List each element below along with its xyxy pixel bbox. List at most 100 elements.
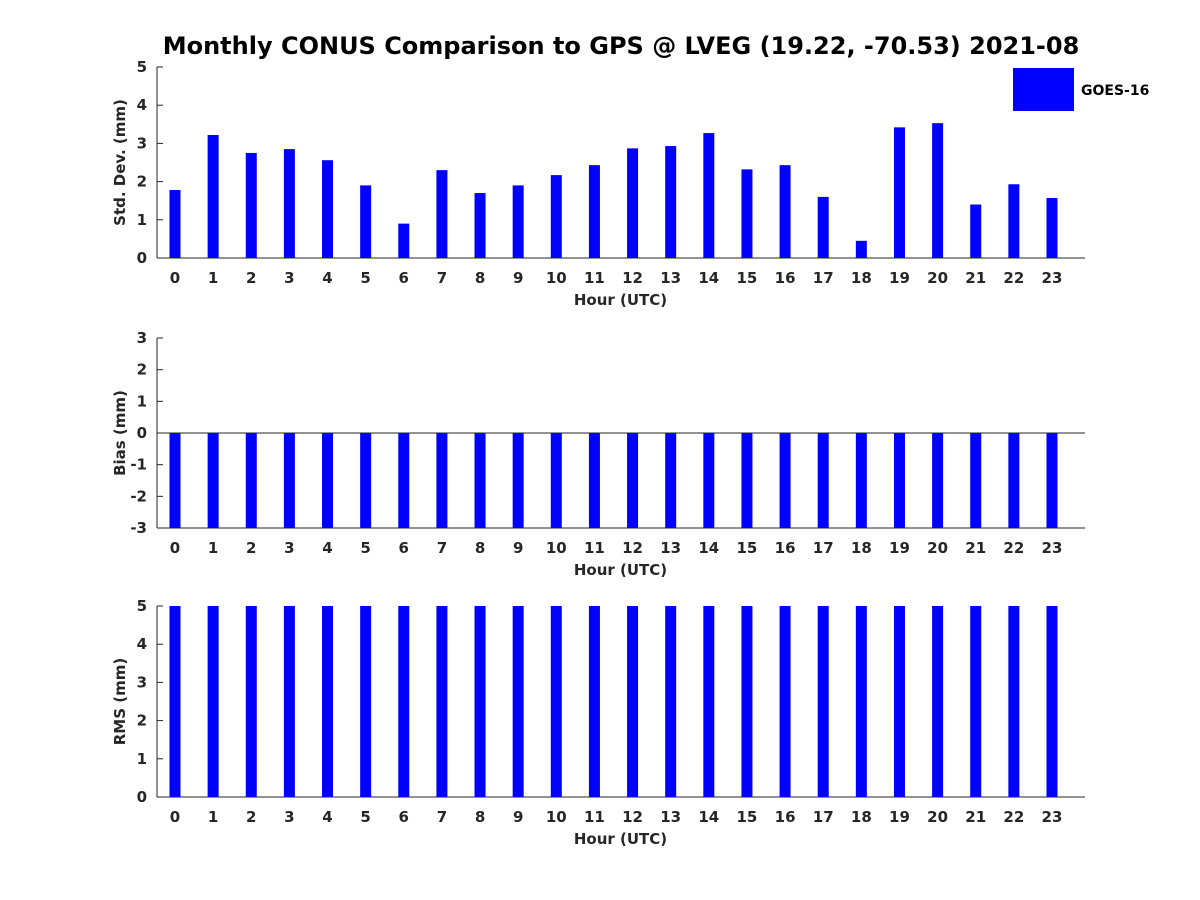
x-tick-label: 9 bbox=[513, 539, 523, 557]
x-tick-label: 18 bbox=[851, 539, 872, 557]
y-tick-label: 2 bbox=[137, 173, 147, 191]
x-tick-label: 15 bbox=[737, 539, 758, 557]
y-tick-label: 0 bbox=[137, 249, 147, 267]
x-tick-label: 0 bbox=[170, 269, 180, 287]
bar-hour-17 bbox=[817, 433, 829, 528]
x-tick-label: 23 bbox=[1042, 269, 1063, 287]
y-axis-label: Bias (mm) bbox=[111, 390, 129, 476]
x-tick-label: 15 bbox=[737, 269, 758, 287]
x-tick-label: 19 bbox=[889, 269, 910, 287]
x-tick-label: 7 bbox=[437, 539, 447, 557]
bar-hour-2 bbox=[245, 152, 257, 258]
y-tick-label: 1 bbox=[137, 750, 147, 768]
x-tick-label: 6 bbox=[399, 269, 409, 287]
x-tick-label: 21 bbox=[965, 269, 986, 287]
y-tick-label: 4 bbox=[137, 635, 147, 653]
x-tick-label: 7 bbox=[437, 808, 447, 826]
y-tick-label: 0 bbox=[137, 424, 147, 442]
y-tick-label: -2 bbox=[130, 487, 147, 505]
x-tick-label: 13 bbox=[660, 539, 681, 557]
y-tick-label: 3 bbox=[137, 134, 147, 152]
x-tick-label: 0 bbox=[170, 808, 180, 826]
bar-hour-17 bbox=[817, 196, 829, 258]
x-tick-label: 4 bbox=[322, 808, 332, 826]
x-tick-label: 11 bbox=[584, 539, 605, 557]
y-tick-label: 5 bbox=[137, 58, 147, 76]
bar-hour-1 bbox=[207, 134, 219, 258]
bar-hour-23 bbox=[1046, 606, 1058, 797]
bar-hour-16 bbox=[779, 165, 791, 258]
bar-hour-8 bbox=[474, 193, 486, 258]
y-tick-label: 4 bbox=[137, 96, 147, 114]
x-tick-label: 13 bbox=[660, 269, 681, 287]
x-tick-label: 7 bbox=[437, 269, 447, 287]
bar-hour-21 bbox=[970, 204, 982, 258]
bar-hour-7 bbox=[436, 433, 448, 528]
y-tick-label: -1 bbox=[130, 456, 147, 474]
bar-hour-13 bbox=[665, 433, 677, 528]
bar-hour-3 bbox=[283, 149, 295, 258]
bar-hour-3 bbox=[283, 606, 295, 797]
bar-hour-11 bbox=[588, 606, 600, 797]
y-tick-label: 2 bbox=[137, 361, 147, 379]
x-tick-label: 22 bbox=[1003, 539, 1024, 557]
x-tick-label: 18 bbox=[851, 808, 872, 826]
x-tick-label: 17 bbox=[813, 269, 834, 287]
bar-hour-18 bbox=[855, 433, 867, 528]
bar-hour-20 bbox=[932, 123, 944, 259]
bar-hour-15 bbox=[741, 169, 753, 258]
x-tick-label: 5 bbox=[360, 808, 370, 826]
bar-hour-2 bbox=[245, 433, 257, 528]
bar-hour-19 bbox=[893, 127, 905, 258]
bar-hour-22 bbox=[1008, 184, 1020, 258]
bar-hour-12 bbox=[627, 148, 639, 258]
x-tick-label: 19 bbox=[889, 808, 910, 826]
bar-hour-23 bbox=[1046, 198, 1058, 258]
x-axis-label: Hour (UTC) bbox=[574, 561, 667, 579]
x-tick-label: 11 bbox=[584, 808, 605, 826]
bar-hour-9 bbox=[512, 185, 524, 258]
bar-hour-15 bbox=[741, 606, 753, 797]
x-tick-label: 14 bbox=[698, 539, 719, 557]
x-tick-label: 16 bbox=[775, 808, 796, 826]
x-tick-label: 16 bbox=[775, 269, 796, 287]
x-tick-label: 19 bbox=[889, 539, 910, 557]
x-tick-label: 3 bbox=[284, 539, 294, 557]
x-tick-label: 10 bbox=[546, 539, 567, 557]
x-tick-label: 8 bbox=[475, 269, 485, 287]
bar-hour-23 bbox=[1046, 433, 1058, 528]
x-tick-label: 17 bbox=[813, 539, 834, 557]
x-tick-label: 10 bbox=[546, 269, 567, 287]
x-tick-label: 9 bbox=[513, 808, 523, 826]
bar-hour-8 bbox=[474, 433, 486, 528]
bar-hour-4 bbox=[322, 433, 334, 528]
legend: GOES-16 bbox=[1013, 68, 1149, 111]
bar-hour-19 bbox=[893, 606, 905, 797]
bar-hour-10 bbox=[550, 433, 562, 528]
x-axis-label: Hour (UTC) bbox=[574, 291, 667, 309]
x-tick-label: 20 bbox=[927, 808, 948, 826]
bar-hour-5 bbox=[360, 185, 372, 258]
bar-hour-14 bbox=[703, 606, 715, 797]
x-tick-label: 1 bbox=[208, 808, 218, 826]
x-tick-label: 8 bbox=[475, 539, 485, 557]
x-tick-label: 0 bbox=[170, 539, 180, 557]
x-tick-label: 20 bbox=[927, 269, 948, 287]
bar-hour-0 bbox=[169, 606, 181, 797]
x-tick-label: 21 bbox=[965, 808, 986, 826]
x-tick-label: 17 bbox=[813, 808, 834, 826]
bar-hour-6 bbox=[398, 433, 410, 528]
x-tick-label: 11 bbox=[584, 269, 605, 287]
x-tick-label: 20 bbox=[927, 539, 948, 557]
bar-hour-12 bbox=[627, 433, 639, 528]
bar-hour-12 bbox=[627, 606, 639, 797]
x-tick-label: 14 bbox=[698, 808, 719, 826]
x-tick-label: 14 bbox=[698, 269, 719, 287]
bar-hour-18 bbox=[855, 240, 867, 258]
bar-hour-21 bbox=[970, 606, 982, 797]
y-tick-label: 1 bbox=[137, 211, 147, 229]
x-tick-label: 6 bbox=[399, 539, 409, 557]
y-tick-label: -3 bbox=[130, 519, 147, 537]
bar-hour-11 bbox=[588, 433, 600, 528]
